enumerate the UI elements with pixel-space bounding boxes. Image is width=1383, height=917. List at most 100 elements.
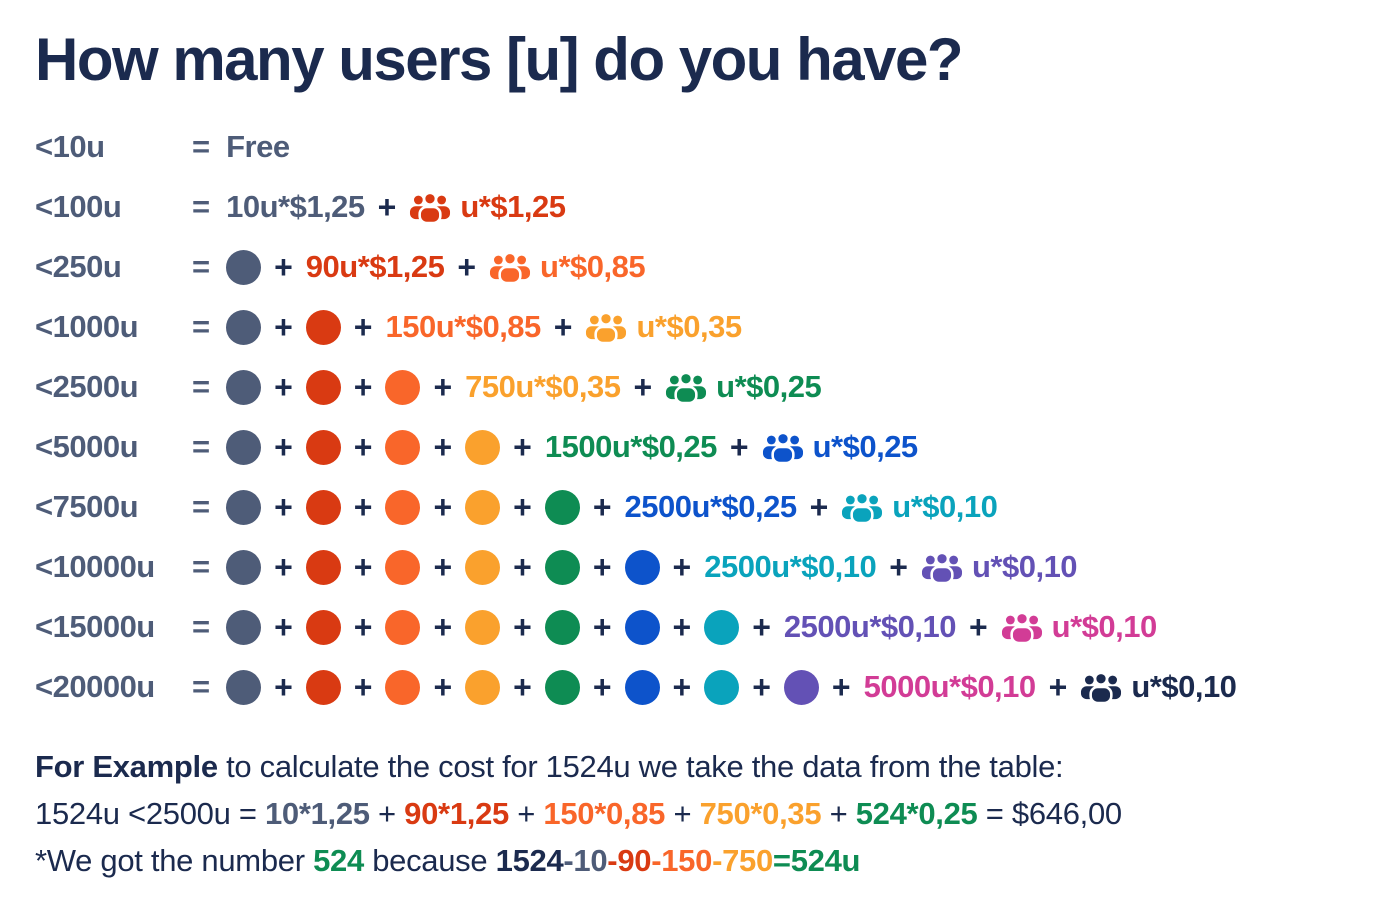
price-term: Free <box>226 129 290 165</box>
users-icon <box>921 551 963 583</box>
tier-formula: +90u*$1,25 + u*$0,85 <box>226 249 646 286</box>
tier-dot-blue <box>624 609 660 645</box>
plus-sign: + <box>729 429 749 466</box>
tier-row: <10000u = + + + + + +2500u*$0,10 + u*$0,10 <box>35 537 1383 597</box>
users-icon <box>841 491 883 523</box>
plus-sign: + <box>433 369 453 406</box>
tier-label: <20000u <box>35 669 155 705</box>
example-segment: 524*0,25 <box>855 796 978 832</box>
tier-table: <10u = Free <100u = 10u*$1,25 + u*$1,25 <250u = +9… <box>35 117 1383 717</box>
page-title: How many users [u] do you have? <box>35 26 964 93</box>
price-term: u*$0,10 <box>971 549 1078 585</box>
tier-dot-amber <box>465 609 501 645</box>
users-icon <box>762 431 804 463</box>
plus-sign: + <box>433 429 453 466</box>
tier-dot-red <box>305 609 341 645</box>
tier-row: <10u = Free <box>35 117 1383 177</box>
plus-sign: + <box>353 669 373 706</box>
tier-dot-slate <box>226 309 262 345</box>
tier-label: <10000u <box>35 549 155 585</box>
plus-sign: + <box>752 609 771 646</box>
plus-sign: + <box>433 549 453 586</box>
plus-sign: + <box>809 489 829 526</box>
example-segment: 90*1,25 <box>404 796 509 832</box>
tier-dot-orange <box>385 609 421 645</box>
tier-dot-red <box>305 309 341 345</box>
plus-sign: + <box>274 249 293 286</box>
equals-sign: = <box>192 369 211 405</box>
users-icon <box>489 251 531 283</box>
example-line: 1524u <2500u = 10*1,25 + 90*1,25 + 150*0… <box>35 790 1383 837</box>
price-term: 90u*$1,25 <box>305 249 445 285</box>
equals-sign: = <box>192 189 211 225</box>
tier-dot-blue <box>624 549 660 585</box>
plus-sign: + <box>889 549 908 586</box>
plus-sign: + <box>353 369 373 406</box>
tier-row: <5000u = + + + +1500u*$0,25 + u*$0,25 <box>35 417 1383 477</box>
plus-sign: + <box>274 549 293 586</box>
tier-formula: + + + + +2500u*$0,25 + u*$0,10 <box>226 489 998 526</box>
tier-dot-red <box>305 489 341 525</box>
plus-sign: + <box>1048 669 1068 706</box>
tier-formula: 10u*$1,25 + u*$1,25 <box>226 189 566 226</box>
plus-sign: + <box>457 249 477 286</box>
tier-dot-amber <box>465 429 501 465</box>
plus-sign: + <box>377 189 397 226</box>
price-term: 2500u*$0,25 <box>624 489 798 525</box>
plus-sign: + <box>513 669 532 706</box>
plus-sign: + <box>633 369 653 406</box>
price-term: 5000u*$0,10 <box>863 669 1037 705</box>
example-segment: = $646,00 <box>977 796 1122 832</box>
users-icon <box>409 191 451 223</box>
example-segment: -150 <box>651 843 713 879</box>
example-segment: -90 <box>607 843 652 879</box>
equals-sign: = <box>192 489 211 525</box>
tier-dot-cyan <box>704 609 740 645</box>
tier-label: <15000u <box>35 609 155 645</box>
plus-sign: + <box>353 489 373 526</box>
price-term: 750u*$0,35 <box>465 369 621 405</box>
example-segment: 10*1,25 <box>264 796 370 832</box>
users-icon <box>1001 611 1043 643</box>
plus-sign: + <box>553 309 573 346</box>
plus-sign: + <box>513 609 532 646</box>
tier-row: <20000u = + + + + + + + +5000u*$0,10 + u*$0,10 <box>35 657 1383 717</box>
example-segment: 750*0,35 <box>699 796 822 832</box>
tier-row: <1000u = + +150u*$0,85 + u*$0,35 <box>35 297 1383 357</box>
tier-dot-blue <box>624 669 660 705</box>
example-section: For Example to calculate the cost for 15… <box>35 743 1383 884</box>
tier-dot-orange <box>385 429 421 465</box>
example-segment: -750 <box>712 843 773 879</box>
example-segment: 150*0,85 <box>543 796 666 832</box>
example-segment: 1524u <2500u = <box>35 796 265 832</box>
tier-row: <15000u = + + + + + + +2500u*$0,10 + u*$0,10 <box>35 597 1383 657</box>
example-segment: -10 <box>563 843 608 879</box>
tier-label: <5000u <box>35 429 139 465</box>
tier-dot-green <box>544 669 580 705</box>
tier-dot-red <box>305 549 341 585</box>
price-term: u*$0,10 <box>1131 669 1237 705</box>
tier-formula: + + + + + +2500u*$0,10 + u*$0,10 <box>226 549 1078 586</box>
example-segment: For Example <box>35 749 218 785</box>
users-icon <box>1080 671 1122 703</box>
plus-sign: + <box>592 609 612 646</box>
tier-dot-green <box>544 549 580 585</box>
plus-sign: + <box>513 489 532 526</box>
tier-formula: Free <box>226 129 290 165</box>
plus-sign: + <box>672 549 692 586</box>
example-segment: + <box>369 796 405 832</box>
tier-dot-green <box>544 489 580 525</box>
tier-row: <100u = 10u*$1,25 + u*$1,25 <box>35 177 1383 237</box>
tier-dot-orange <box>385 549 421 585</box>
price-term: u*$0,10 <box>892 489 998 525</box>
plus-sign: + <box>274 369 293 406</box>
tier-dot-amber <box>465 489 501 525</box>
plus-sign: + <box>672 609 692 646</box>
tier-formula: + +150u*$0,85 + u*$0,35 <box>226 309 742 346</box>
plus-sign: + <box>274 309 293 346</box>
example-segment: 1524 <box>495 843 564 879</box>
tier-dot-slate <box>226 609 262 645</box>
tier-row: <250u = +90u*$1,25 + u*$0,85 <box>35 237 1383 297</box>
plus-sign: + <box>274 669 293 706</box>
plus-sign: + <box>274 429 293 466</box>
